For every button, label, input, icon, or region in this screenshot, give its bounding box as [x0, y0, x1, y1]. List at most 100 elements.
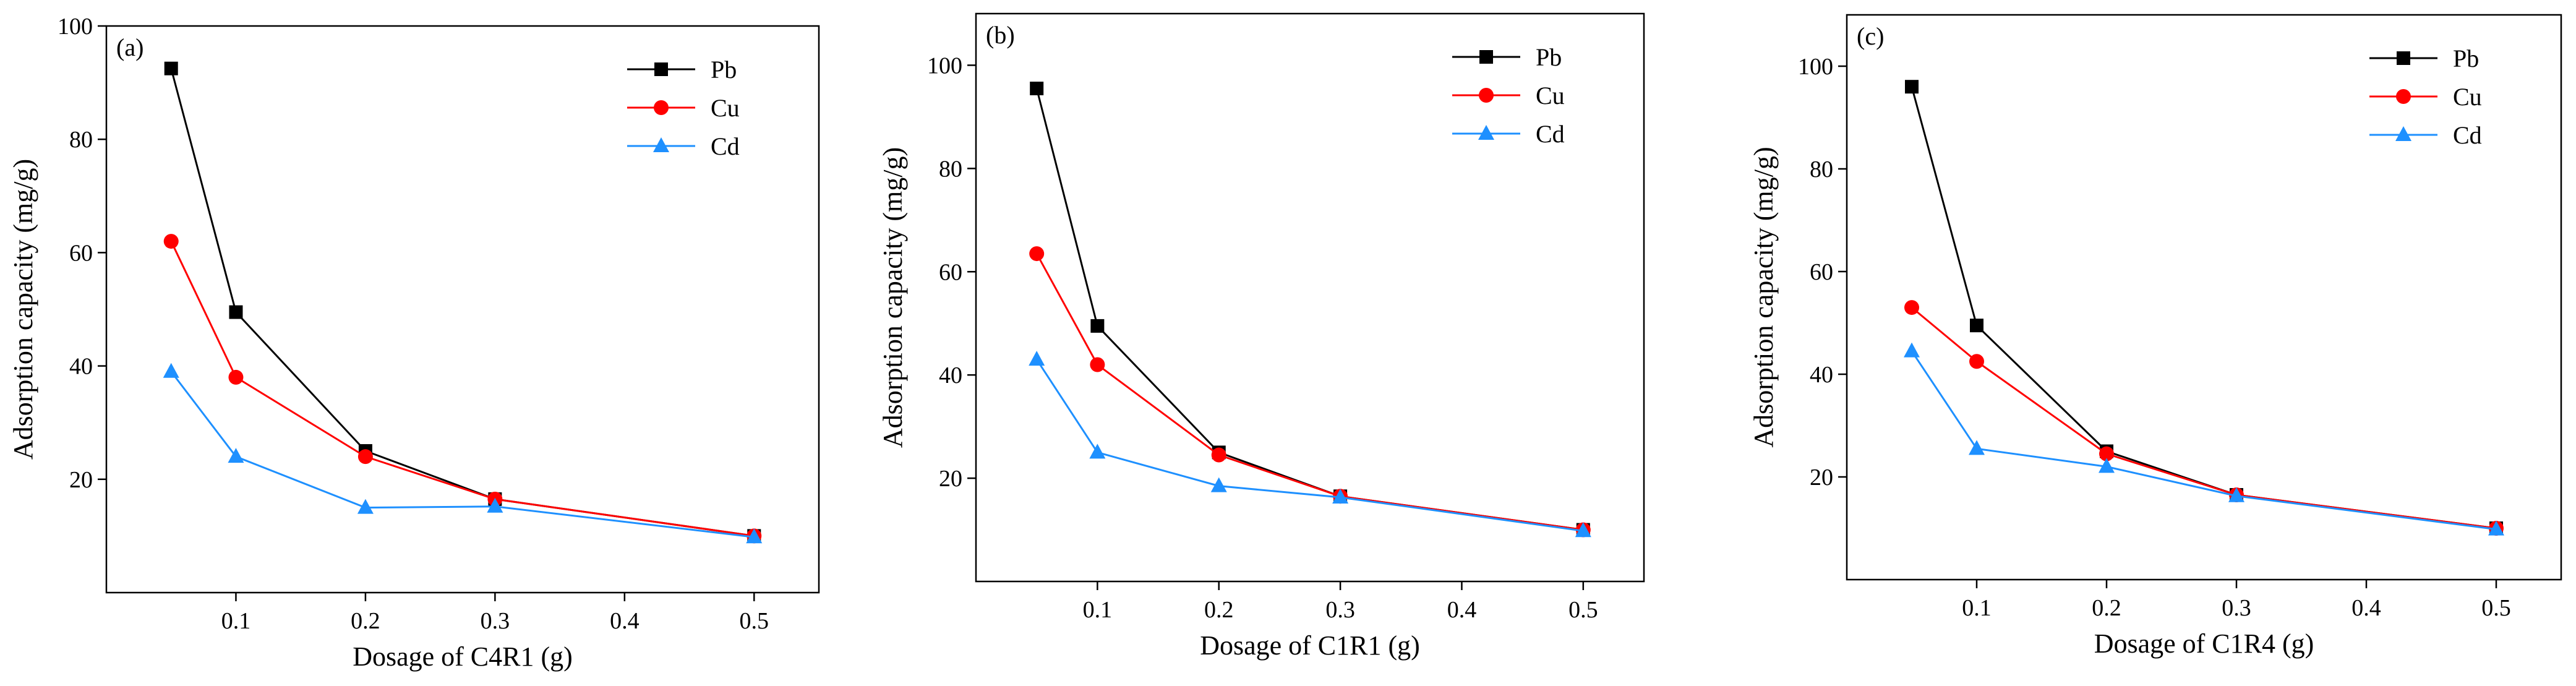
y-tick-label: 60 [69, 240, 93, 266]
y-tick-label: 40 [69, 354, 93, 380]
series-line-cd [170, 371, 755, 538]
legend-marker [1479, 50, 1493, 64]
x-tick-label: 0.5 [740, 608, 769, 634]
x-tick-label: 0.3 [481, 608, 510, 634]
y-axis-title: Adsorption capacity (mg/g) [1748, 147, 1779, 447]
series-cd [1029, 351, 1591, 538]
data-point [2488, 520, 2504, 536]
data-point [164, 61, 178, 75]
plot-frame [105, 25, 820, 594]
series-pb [164, 61, 761, 543]
legend-label-cd: Cd [711, 132, 740, 160]
chart-panel-c: 0.1 0.2 0.3 0.4 0.5 20 40 60 80 100 Dosage of C1R4… [1748, 14, 2562, 659]
data-point [357, 499, 374, 514]
data-point [1029, 246, 1045, 262]
series-line-cd [1035, 359, 1584, 532]
panel-label: (c) [1857, 22, 1884, 50]
y-tick-label: 20 [939, 466, 962, 492]
plot-frame [1846, 14, 2562, 581]
legend-marker [654, 62, 668, 76]
data-point [2099, 446, 2114, 461]
data-point [1904, 300, 1919, 315]
y-tick-label: 80 [1810, 156, 1833, 182]
x-tick-label: 0.1 [221, 608, 251, 634]
y-axis-title: Adsorption capacity (mg/g) [878, 147, 908, 448]
y-tick-label: 80 [69, 127, 93, 153]
y-tick-label: 100 [927, 53, 962, 79]
x-tick-label: 0.2 [351, 608, 380, 634]
data-point [1089, 444, 1106, 459]
legend-label-cd: Cd [1536, 120, 1565, 148]
data-point [163, 362, 179, 378]
y-tick-label: 20 [69, 467, 93, 493]
y-tick-label: 20 [1810, 465, 1833, 491]
legend: Pb Cu Cd [627, 56, 740, 160]
x-axis-title: Dosage of C1R4 (g) [2094, 628, 2314, 659]
x-tick-label: 0.5 [1568, 597, 1598, 623]
x-tick-label: 0.3 [1325, 597, 1355, 623]
x-axis-title: Dosage of C4R1 (g) [353, 641, 573, 672]
data-point [1332, 488, 1349, 504]
data-point [1030, 82, 1044, 96]
series-line-pb [1911, 86, 2497, 530]
data-point [2228, 487, 2244, 502]
data-point [357, 449, 373, 465]
legend-label-pb: Pb [2453, 45, 2479, 72]
legend-label-pb: Pb [711, 56, 737, 84]
legend-label-cu: Cu [1536, 82, 1565, 109]
data-point [228, 448, 244, 463]
legend-label-cu: Cu [2453, 83, 2482, 111]
x-tick-label: 0.4 [610, 608, 640, 634]
y-tick-label: 60 [1810, 259, 1833, 285]
legend-marker [2395, 126, 2411, 141]
x-tick-label: 0.4 [1447, 597, 1477, 623]
legend: Pb Cu Cd [2369, 45, 2482, 149]
panel-label: (b) [986, 21, 1015, 49]
legend-label-pb: Pb [1536, 43, 1562, 71]
series-cu [1029, 246, 1591, 538]
data-point [1905, 80, 1919, 94]
panel-label: (a) [116, 33, 143, 61]
data-point [1575, 522, 1591, 538]
series-cd [1904, 342, 2504, 536]
legend-marker [2397, 51, 2410, 65]
chart-panel-b: 0.1 0.2 0.3 0.4 0.5 20 40 60 80 100 Dosage of C1R1… [878, 12, 1645, 661]
y-tick-label: 80 [939, 156, 962, 182]
x-tick-label: 0.4 [2351, 595, 2381, 621]
series-pb [1905, 80, 2503, 535]
data-point [487, 497, 503, 513]
data-point [1969, 354, 1984, 369]
legend-marker [653, 137, 669, 152]
data-point [746, 528, 763, 544]
legend-marker [654, 100, 669, 115]
legend-marker [1478, 125, 1494, 140]
series-line-cu [170, 241, 755, 537]
y-tick-label: 100 [1798, 54, 1833, 80]
x-axis-title: Dosage of C1R1 (g) [1200, 630, 1420, 661]
data-point [229, 305, 243, 319]
series-pb [1030, 82, 1590, 537]
x-tick-label: 0.2 [1204, 597, 1234, 623]
data-point [1029, 351, 1045, 366]
data-point [228, 369, 244, 385]
legend-marker [2396, 89, 2411, 104]
x-tick-label: 0.2 [2092, 595, 2121, 621]
series-line-cu [1911, 306, 2497, 530]
data-point [1090, 357, 1105, 372]
y-tick-label: 100 [58, 14, 93, 40]
legend-label-cd: Cd [2453, 121, 2482, 149]
x-tick-label: 0.1 [1083, 597, 1113, 623]
y-tick-label: 40 [939, 362, 962, 388]
series-cd [163, 362, 763, 544]
data-point [1970, 319, 1983, 333]
plot-frame [975, 12, 1645, 583]
data-point [2099, 458, 2115, 473]
chart-panel-a: 0.1 0.2 0.3 0.4 0.5 20 40 60 80 100 Dosage of C4R1… [8, 14, 820, 672]
x-tick-label: 0.3 [2222, 595, 2251, 621]
y-axis-title: Adsorption capacity (mg/g) [8, 159, 38, 460]
series-cu [163, 234, 762, 544]
y-tick-label: 60 [939, 259, 962, 285]
legend-marker [1479, 88, 1494, 103]
legend-label-cu: Cu [711, 94, 740, 122]
